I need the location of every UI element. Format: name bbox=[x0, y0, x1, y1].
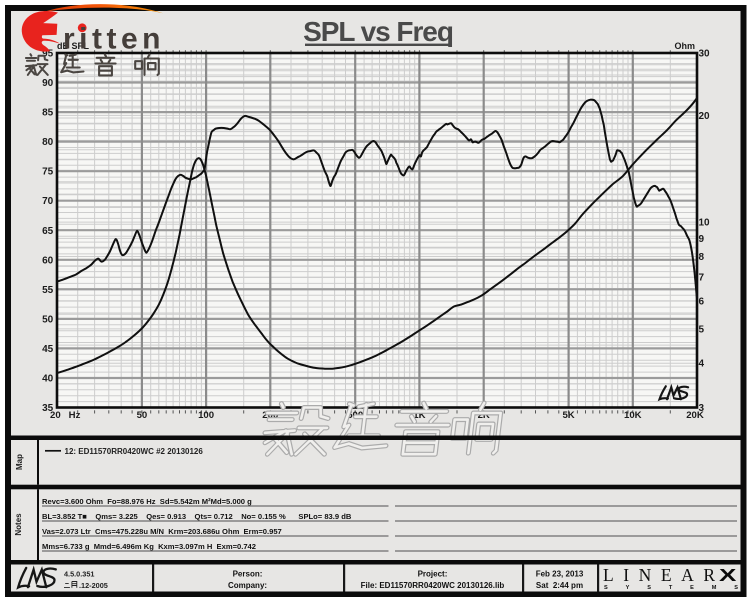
svg-text:6: 6 bbox=[699, 296, 705, 307]
svg-text:Project:: Project: bbox=[418, 570, 448, 579]
svg-text:SYSTEMS: SYSTEMS bbox=[604, 585, 738, 591]
svg-text:30: 30 bbox=[699, 49, 711, 60]
svg-text:3: 3 bbox=[699, 403, 705, 414]
svg-text:85: 85 bbox=[42, 108, 54, 119]
svg-text:20 Hz: 20 Hz bbox=[50, 410, 81, 421]
svg-text:90: 90 bbox=[42, 78, 54, 89]
svg-text:95: 95 bbox=[42, 49, 54, 60]
svg-text:ritten: ritten bbox=[63, 23, 165, 56]
svg-text:9: 9 bbox=[699, 234, 705, 245]
svg-text:Feb 23, 2013: Feb 23, 2013 bbox=[536, 570, 584, 579]
svg-text:20: 20 bbox=[699, 111, 711, 122]
svg-text:File: ED11570RR0420WC 20130126: File: ED11570RR0420WC 20130126.lib bbox=[361, 581, 505, 590]
svg-text:8: 8 bbox=[699, 252, 705, 263]
svg-text:dB SPL: dB SPL bbox=[57, 41, 90, 51]
svg-text:100: 100 bbox=[198, 410, 214, 421]
svg-text:50: 50 bbox=[137, 410, 148, 421]
svg-text:Person:: Person: bbox=[233, 570, 263, 579]
svg-text:75: 75 bbox=[42, 167, 54, 178]
svg-text:70: 70 bbox=[42, 196, 54, 207]
svg-text:80: 80 bbox=[42, 137, 54, 148]
svg-text:60: 60 bbox=[42, 255, 54, 266]
svg-text:Vas=2.073 Ltr Cms=475.228u M/: Vas=2.073 Ltr Cms=475.228u M/N Krm=203.6… bbox=[42, 527, 282, 536]
svg-text:Ohm: Ohm bbox=[674, 41, 695, 51]
svg-text:Map: Map bbox=[15, 454, 24, 470]
svg-text:SPL vs Freq: SPL vs Freq bbox=[303, 16, 453, 47]
svg-text:Company:: Company: bbox=[228, 581, 267, 590]
svg-text:45: 45 bbox=[42, 344, 54, 355]
svg-text:55: 55 bbox=[42, 285, 54, 296]
svg-text:12: ED11570RR0420WC #2 2013012: 12: ED11570RR0420WC #2 20130126 bbox=[65, 447, 204, 456]
svg-text:20K: 20K bbox=[686, 410, 704, 421]
svg-text:5: 5 bbox=[699, 324, 705, 335]
svg-text:35: 35 bbox=[42, 403, 54, 414]
svg-text:10K: 10K bbox=[624, 410, 642, 421]
svg-text:Sat 2:44 pm: Sat 2:44 pm bbox=[536, 581, 583, 590]
svg-text:40: 40 bbox=[42, 374, 54, 385]
svg-text:10: 10 bbox=[699, 218, 711, 229]
svg-text:X: X bbox=[719, 565, 736, 585]
svg-text:BL=3.852 T■ Qms= 3.225 Q: BL=3.852 T■ Qms= 3.225 Qes= 0.913 Qts= 0… bbox=[42, 512, 352, 521]
svg-text:7: 7 bbox=[699, 273, 705, 284]
svg-text:Mms=6.733 g Mmd=6.496m Kg Kx: Mms=6.733 g Mmd=6.496m Kg Kxm=3.097m H E… bbox=[42, 542, 256, 551]
svg-text:.12-2005: .12-2005 bbox=[79, 581, 108, 590]
svg-text:4.5.0.351: 4.5.0.351 bbox=[64, 570, 94, 579]
svg-text:4: 4 bbox=[699, 359, 705, 370]
svg-text:50: 50 bbox=[42, 314, 54, 325]
svg-text:5K: 5K bbox=[562, 410, 574, 421]
svg-text:1K: 1K bbox=[413, 410, 425, 421]
svg-text:Revc=3.600 Ohm Fo=88.976 Hz: Revc=3.600 Ohm Fo=88.976 Hz Sd=5.542m M²… bbox=[42, 497, 252, 506]
svg-text:Notes: Notes bbox=[14, 513, 23, 536]
svg-text:65: 65 bbox=[42, 226, 54, 237]
